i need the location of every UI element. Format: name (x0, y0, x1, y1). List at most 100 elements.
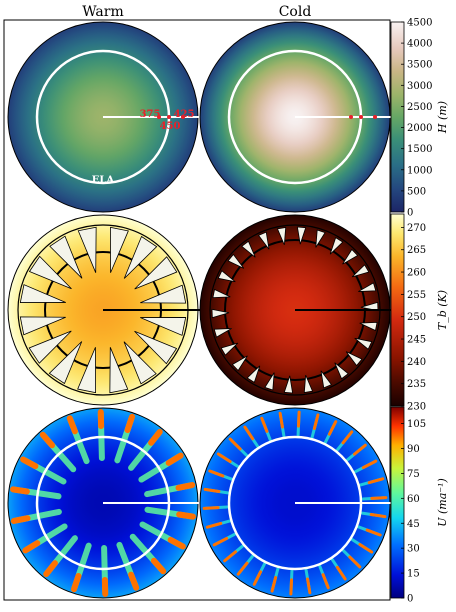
temperate-zone (109, 347, 129, 394)
fast-flow (352, 443, 367, 456)
fast-flow (208, 469, 225, 478)
fast-flow (243, 425, 255, 441)
colorbar-top (390, 21, 405, 213)
colorbar-tick-label: 0 (407, 594, 413, 605)
fast-flow (205, 521, 223, 529)
colorbar-tick-label: 90 (407, 444, 420, 455)
colorbar-label-top: H (m) (436, 101, 449, 134)
fast-flow (236, 561, 249, 576)
column-title-cold: Cold (279, 4, 312, 20)
temperate-zone (334, 362, 349, 380)
colorbar-label-middle: T_b (K) (436, 290, 449, 330)
fast-flow (128, 571, 140, 591)
temperate-zone (220, 342, 239, 356)
fast-flow (22, 540, 41, 554)
fast-flow (66, 415, 78, 435)
fast-flow (296, 410, 301, 428)
colorbar-tick-label: 60 (407, 494, 420, 505)
temperate-zone (134, 330, 178, 365)
marker-label-425: 425 (174, 109, 195, 120)
fast-flow (10, 515, 31, 524)
temperate-zone (320, 370, 333, 389)
transect-marker (157, 115, 161, 119)
colorbar-tick-label: 2000 (407, 123, 432, 134)
colorbar-tick-label: 3500 (407, 60, 432, 71)
colorbar-tick-label: 265 (407, 245, 426, 256)
temperate-zone (231, 355, 248, 372)
colorbar-middle (390, 213, 405, 407)
fast-flow (212, 536, 229, 547)
fast-flow (148, 428, 163, 446)
temperate-zone (296, 226, 307, 245)
fast-flow (228, 437, 242, 451)
colorbar-tick-label: 105 (407, 419, 426, 430)
fast-flow (167, 536, 186, 550)
fast-flow (203, 487, 221, 493)
fast-flow (370, 496, 388, 500)
colorbar-tick-label: 240 (407, 357, 426, 368)
colorbar-tick-label: 15 (407, 569, 420, 580)
colorbar-tick-label: 2500 (407, 102, 432, 113)
fast-flow (367, 477, 385, 485)
temperate-zone (360, 301, 379, 312)
colorbar-tick-label: 250 (407, 312, 426, 323)
temperate-zone (140, 284, 187, 304)
temperate-zone (241, 240, 256, 258)
temperate-zone (303, 374, 314, 393)
transect-marker (359, 115, 363, 119)
temperate-zone (123, 235, 158, 279)
colorbar-tick-label: 30 (407, 544, 420, 555)
temperate-zone (315, 229, 326, 248)
fast-flow (270, 576, 278, 593)
transect-marker (349, 115, 353, 119)
temperate-zone (354, 337, 373, 350)
temperate-zone (213, 328, 232, 338)
temperate-zone (77, 347, 96, 394)
temperate-zone (345, 351, 363, 367)
temperate-zone (140, 317, 187, 336)
colorbar-tick-label: 1500 (407, 144, 432, 155)
colorbar-tick-label: 3000 (407, 81, 432, 92)
fast-flow (202, 506, 220, 510)
temperate-zone (28, 330, 72, 364)
fast-flow (361, 459, 378, 470)
fast-flow (223, 550, 238, 563)
fast-flow (165, 452, 184, 466)
fast-flow (306, 577, 312, 595)
colorbar-tick-label: 500 (407, 186, 426, 197)
colorbar-tick-label: 1000 (407, 165, 432, 176)
fast-flow (278, 411, 284, 429)
panels (7, 21, 394, 599)
colorbar-tick-label: 245 (407, 335, 426, 346)
colorbar-tick-label: 270 (407, 223, 426, 234)
column-title-warm: Warm (82, 4, 124, 20)
temperate-zone (49, 235, 83, 279)
fast-flow (335, 565, 347, 581)
temperate-zone (48, 341, 83, 385)
fast-flow (312, 413, 320, 430)
marker-label-375: 375 (140, 109, 161, 120)
temperate-zone (134, 256, 178, 290)
temperate-zone (123, 341, 157, 385)
colorbar-label-bottom: U (ma⁻¹) (436, 478, 449, 527)
fast-flow (369, 513, 387, 519)
colorbar-tick-label: 235 (407, 379, 426, 390)
temperate-zone (212, 288, 231, 299)
colorbar-tick-label: 260 (407, 268, 426, 279)
temperate-zone (77, 226, 97, 273)
temperate-zone (276, 227, 287, 246)
temperate-zone (257, 231, 270, 250)
transect-marker (167, 115, 171, 119)
fast-flow (216, 452, 232, 464)
fast-flow (43, 560, 58, 578)
colorbar-bottom (390, 406, 405, 599)
fast-flow (20, 456, 39, 470)
temperate-zone (246, 365, 261, 383)
temperate-zone (264, 372, 275, 391)
temperate-zone (217, 270, 236, 283)
fast-flow (70, 572, 82, 593)
fast-flow (175, 482, 196, 491)
fast-flow (327, 420, 338, 436)
fast-flow (150, 557, 167, 575)
